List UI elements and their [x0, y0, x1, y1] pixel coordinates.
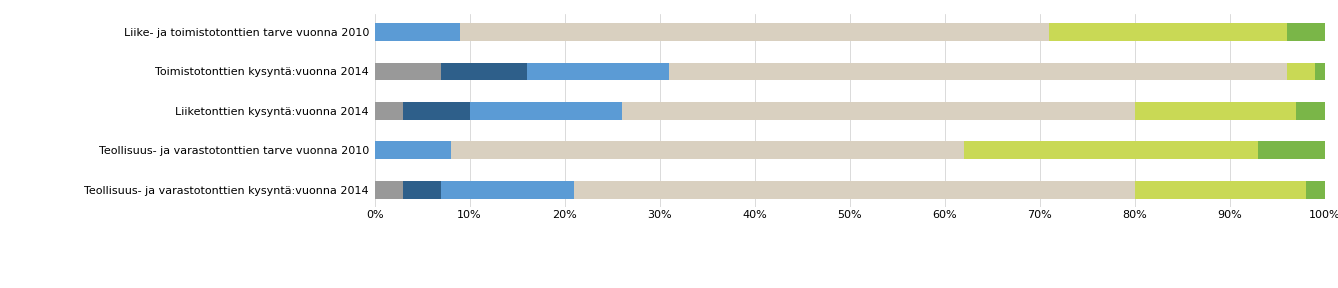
Bar	[1258, 141, 1325, 159]
Bar	[1315, 62, 1325, 80]
Bar	[1135, 102, 1297, 120]
Bar	[1287, 62, 1315, 80]
Bar	[375, 23, 460, 41]
Bar	[375, 141, 451, 159]
Bar	[669, 62, 1287, 80]
Bar	[963, 141, 1258, 159]
Bar	[1135, 181, 1306, 199]
Bar	[403, 102, 470, 120]
Bar	[622, 102, 1135, 120]
Bar	[1287, 23, 1325, 41]
Bar	[470, 102, 622, 120]
Bar	[527, 62, 669, 80]
Bar	[375, 181, 403, 199]
Bar	[442, 62, 527, 80]
Bar	[403, 181, 442, 199]
Bar	[574, 181, 1135, 199]
Bar	[451, 141, 963, 159]
Bar	[1306, 181, 1325, 199]
Bar	[460, 23, 1049, 41]
Bar	[375, 102, 403, 120]
Bar	[1297, 102, 1325, 120]
Bar	[1049, 23, 1287, 41]
Bar	[375, 62, 442, 80]
Bar	[442, 181, 574, 199]
